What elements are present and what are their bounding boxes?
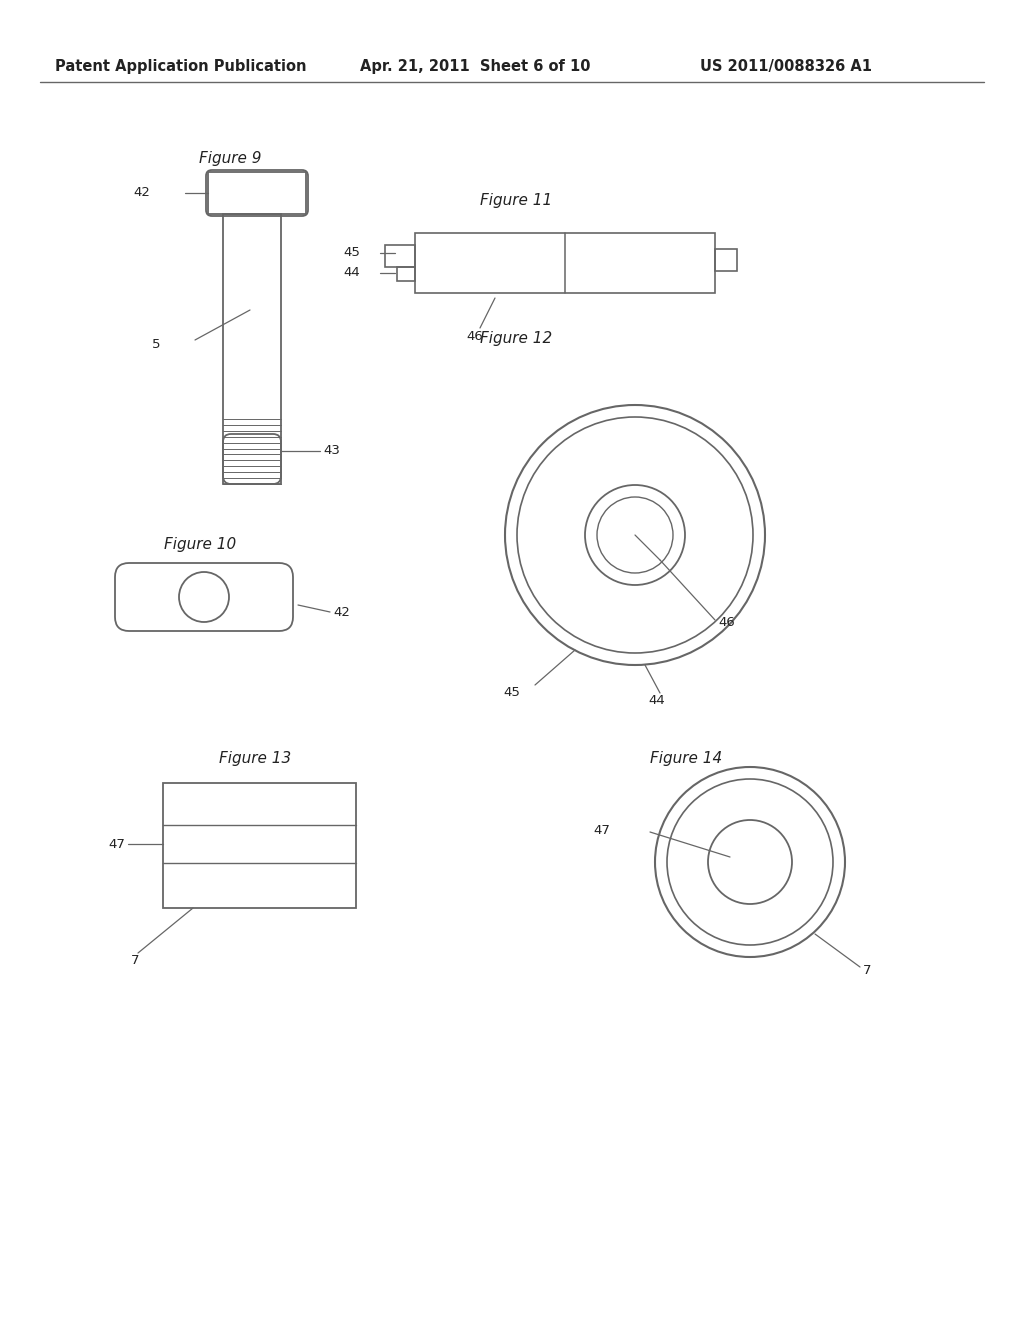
Text: Figure 14: Figure 14	[650, 751, 722, 766]
Text: 46: 46	[467, 330, 483, 343]
Text: 46: 46	[718, 615, 735, 628]
Text: Patent Application Publication: Patent Application Publication	[55, 59, 306, 74]
Text: Figure 13: Figure 13	[219, 751, 291, 766]
Bar	[715, 249, 737, 271]
Text: US 2011/0088326 A1: US 2011/0088326 A1	[700, 59, 872, 74]
Bar	[385, 246, 415, 267]
Text: Figure 12: Figure 12	[480, 330, 552, 346]
Text: 5: 5	[152, 338, 160, 351]
Text: 7: 7	[131, 953, 139, 966]
Text: 42: 42	[333, 606, 350, 619]
Bar	[397, 267, 415, 281]
Text: 44: 44	[648, 693, 666, 706]
Text: 47: 47	[109, 837, 125, 850]
Bar	[163, 783, 356, 908]
Bar	[223, 214, 281, 484]
Text: Figure 9: Figure 9	[199, 150, 261, 165]
Text: 47: 47	[593, 824, 610, 837]
Text: Figure 10: Figure 10	[164, 537, 237, 553]
Text: 44: 44	[343, 267, 360, 280]
Text: 45: 45	[503, 686, 520, 700]
Text: Apr. 21, 2011  Sheet 6 of 10: Apr. 21, 2011 Sheet 6 of 10	[360, 59, 591, 74]
Text: 45: 45	[343, 247, 360, 260]
Bar	[415, 234, 715, 293]
Bar	[208, 172, 306, 214]
Text: Figure 11: Figure 11	[480, 193, 552, 207]
Text: 7: 7	[863, 964, 871, 977]
Text: 42: 42	[133, 186, 150, 199]
Text: 43: 43	[323, 445, 340, 458]
